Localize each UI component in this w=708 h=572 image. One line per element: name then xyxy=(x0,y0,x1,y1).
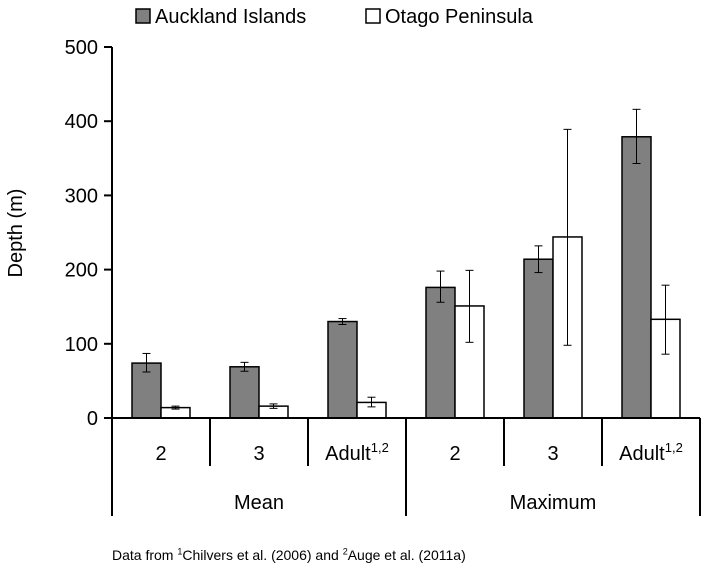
bar-auckland-islands xyxy=(229,366,260,419)
y-tick-label: 400 xyxy=(65,111,98,133)
legend-swatch-otago-peninsula xyxy=(365,8,381,24)
y-tick-label: 200 xyxy=(65,260,98,282)
category-label: 2 xyxy=(155,443,166,465)
group-label: Mean xyxy=(234,492,284,514)
y-axis-label: Depth (m) xyxy=(5,189,27,278)
bar-auckland-islands xyxy=(327,320,358,419)
category-label: 3 xyxy=(547,443,558,465)
category-superscript: 1,2 xyxy=(371,440,389,455)
category-superscript: 1,2 xyxy=(665,440,683,455)
category-label: Adult1,2 xyxy=(619,440,683,465)
category-label: 3 xyxy=(253,443,264,465)
depth-bar-chart: Auckland Islands Otago Peninsula Depth (m… xyxy=(5,6,701,516)
y-tick-label: 100 xyxy=(65,334,98,356)
caption-ref2-text: Auge et al. (2011a) xyxy=(347,547,466,563)
legend-swatch-auckland-islands xyxy=(135,8,151,24)
y-tick-label: 500 xyxy=(65,37,98,59)
category-label: 2 xyxy=(449,443,460,465)
bar-auckland-islands xyxy=(621,136,652,419)
group-label: Maximum xyxy=(510,492,597,514)
y-axis: 0 100 200 300 400 500 xyxy=(65,37,113,516)
y-tick-label: 0 xyxy=(87,408,98,430)
caption-ref2-mark: 2 xyxy=(342,546,348,557)
x-axis: 2 3 Adult1,2 2 3 Adult1,2 Mean Maximum xyxy=(112,417,701,516)
bars xyxy=(131,108,681,419)
category-label: Adult1,2 xyxy=(325,440,389,465)
caption-ref1-mark: 1 xyxy=(177,546,183,557)
y-tick-label: 300 xyxy=(65,185,98,207)
bar-auckland-islands xyxy=(523,258,554,419)
legend-label-auckland-islands: Auckland Islands xyxy=(155,6,306,28)
caption-ref1-text: Chilvers et al. (2006) and xyxy=(182,547,343,563)
data-source-caption: Data from 1Chilvers et al. (2006) and 2A… xyxy=(112,547,466,563)
legend: Auckland Islands Otago Peninsula xyxy=(135,6,534,28)
caption-prefix: Data from xyxy=(112,547,178,563)
legend-label-otago-peninsula: Otago Peninsula xyxy=(385,6,534,28)
bar-auckland-islands xyxy=(425,286,456,419)
